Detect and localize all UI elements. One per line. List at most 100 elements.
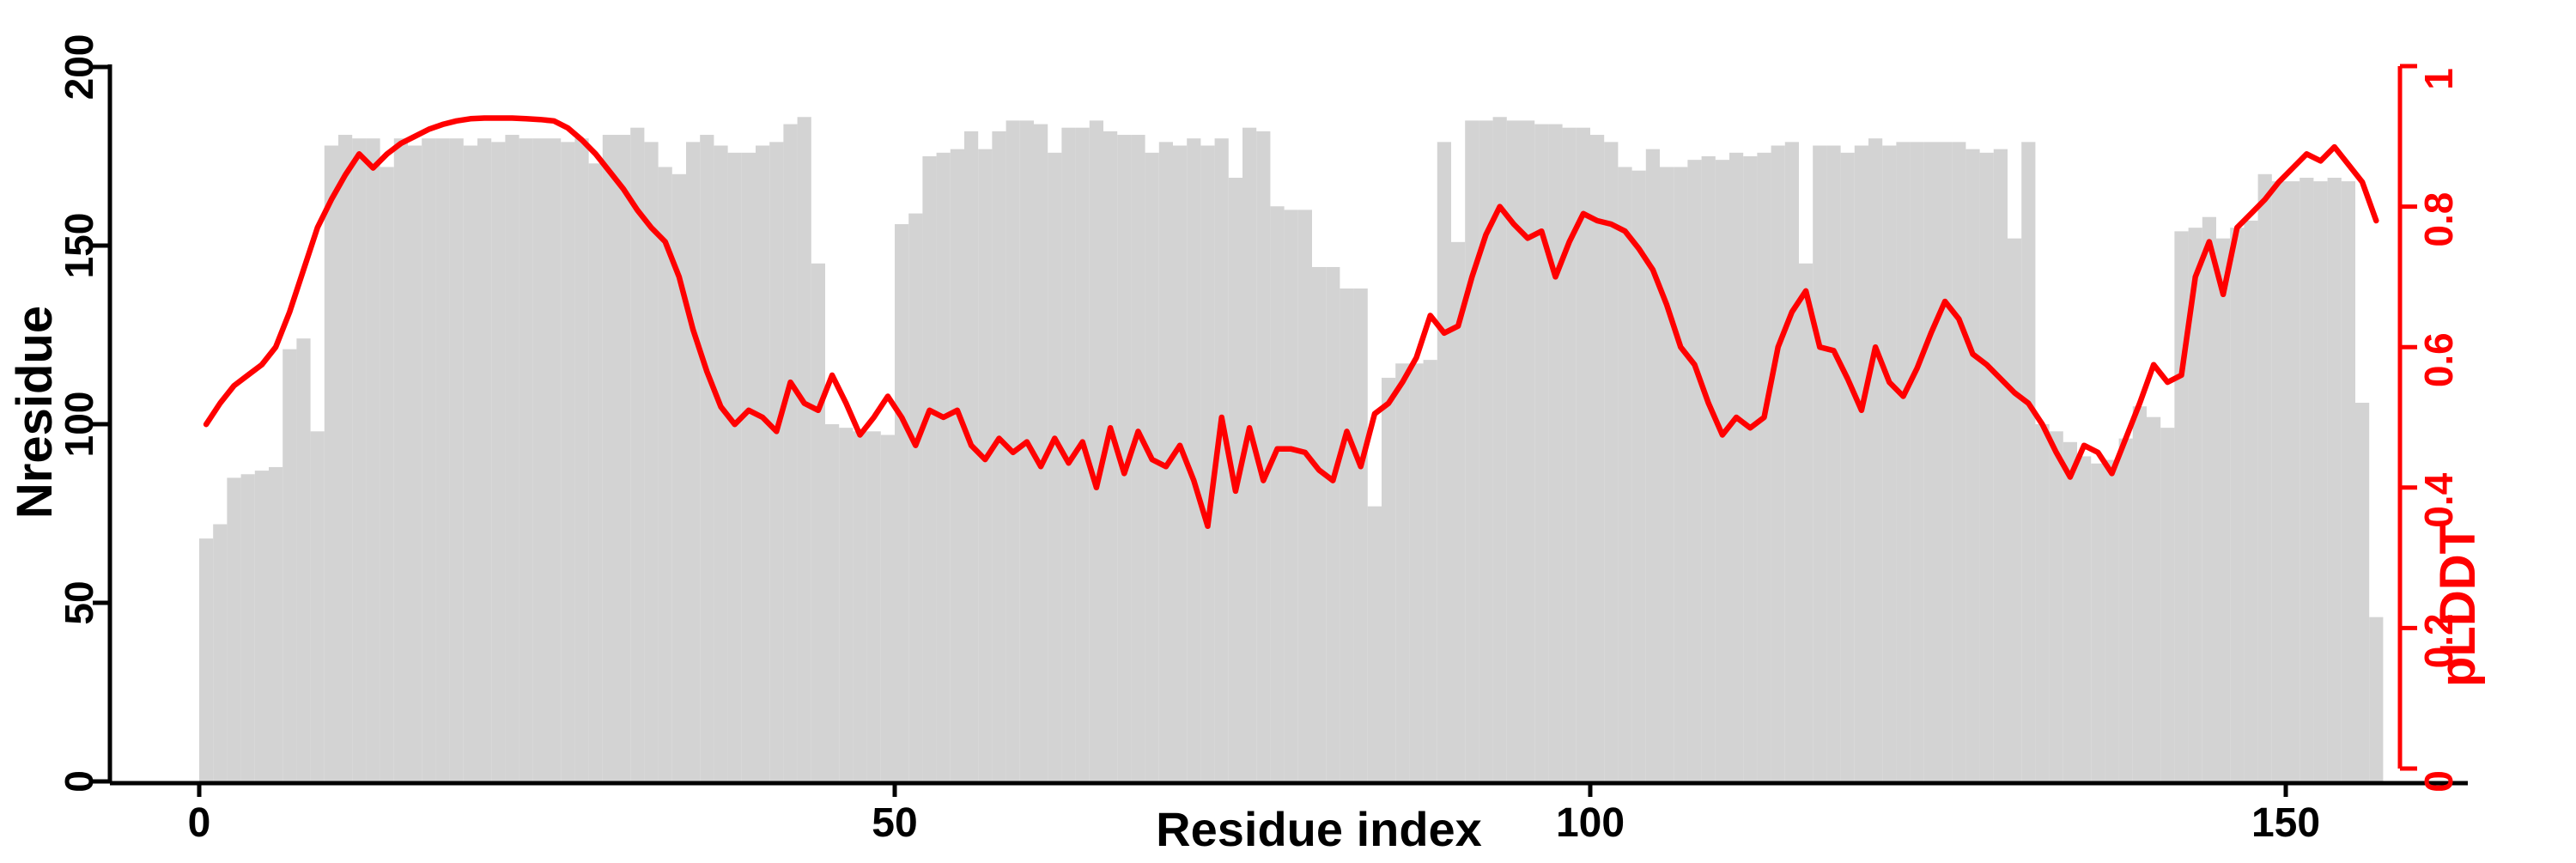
bar-residue-134 (2063, 441, 2077, 781)
bar-residue-121 (1882, 145, 1897, 781)
axes (93, 64, 2468, 797)
bar-residue-88 (1423, 360, 1437, 781)
bar-residue-146 (2230, 228, 2245, 781)
bar-residue-119 (1854, 145, 1868, 781)
bar-residue-111 (1743, 156, 1758, 781)
bar-residue-60 (1034, 124, 1048, 781)
nresidue-bars (199, 117, 2384, 782)
bar-residue-22 (505, 135, 519, 782)
bar-residue-47 (853, 431, 867, 781)
bar-residue-40 (756, 145, 770, 781)
bar-residue-83 (1353, 288, 1368, 781)
bar-residue-6 (283, 349, 297, 781)
bar-residue-25 (547, 138, 562, 781)
bar-residue-44 (811, 263, 825, 781)
bar-residue-7 (296, 338, 311, 781)
left-tick-label-50: 50 (57, 580, 101, 624)
bar-residue-33 (658, 167, 672, 782)
x-tick-label-150: 150 (2251, 800, 2320, 846)
bar-residue-84 (1367, 506, 1382, 781)
bar-residue-89 (1437, 142, 1451, 782)
left-axis-title: Nresidue (7, 306, 63, 519)
bar-residue-139 (2132, 406, 2147, 781)
bar-residue-23 (519, 138, 533, 781)
bar-residue-49 (880, 435, 895, 781)
bar-residue-107 (1687, 160, 1702, 781)
bar-residue-52 (922, 156, 937, 781)
bar-residue-48 (866, 431, 881, 781)
bar-residue-81 (1326, 266, 1340, 782)
bar-residue-67 (1131, 135, 1145, 782)
bar-residue-116 (1813, 145, 1827, 781)
bar-residue-120 (1868, 138, 1883, 781)
bar-residue-31 (630, 127, 645, 782)
bar-residue-10 (338, 135, 353, 782)
right-tick-label-0.4: 0.4 (2416, 472, 2461, 527)
bar-residue-108 (1701, 156, 1716, 781)
bar-residue-144 (2202, 216, 2216, 782)
bar-residue-54 (950, 149, 964, 781)
bar-residue-38 (727, 152, 742, 782)
bar-residue-11 (352, 138, 367, 781)
bar-residue-101 (1604, 142, 1619, 782)
bar-residue-66 (1117, 135, 1132, 782)
bar-residue-68 (1145, 152, 1159, 782)
bar-residue-87 (1409, 363, 1424, 781)
left-tick-label-150: 150 (57, 213, 101, 279)
bar-residue-37 (714, 145, 728, 781)
bar-residue-154 (2341, 181, 2355, 781)
bar-residue-98 (1562, 127, 1577, 782)
bar-residue-152 (2313, 181, 2328, 781)
bar-residue-148 (2257, 173, 2272, 782)
bar-residue-130 (2008, 238, 2022, 781)
x-axis-title: Residue index (1156, 802, 1482, 856)
bar-residue-113 (1771, 145, 1785, 781)
bar-residue-115 (1799, 263, 1814, 781)
bar-residue-90 (1451, 241, 1466, 782)
bar-residue-61 (1048, 152, 1062, 782)
bar-residue-80 (1312, 266, 1327, 782)
bar-residue-150 (2286, 181, 2300, 781)
bar-residue-41 (769, 142, 784, 782)
bar-residue-2 (227, 477, 241, 781)
left-tick-label-0: 0 (57, 770, 101, 793)
bar-residue-46 (839, 428, 854, 781)
bar-residue-78 (1284, 210, 1298, 781)
right-tick-label-1: 1 (2416, 68, 2461, 90)
tick-labels: 0 50 100 150 200 0 50 100 150 0 0.2 0.4 0.6 0.8 1 (57, 34, 2461, 846)
bar-residue-99 (1576, 127, 1590, 782)
bar-residue-16 (422, 138, 436, 781)
bar-residue-132 (2035, 424, 2050, 781)
bar-residue-104 (1645, 149, 1660, 781)
bar-residue-18 (449, 138, 464, 781)
bar-residue-100 (1590, 135, 1605, 782)
bar-residue-4 (254, 471, 269, 781)
bar-residue-110 (1729, 152, 1744, 782)
bar-residue-64 (1089, 120, 1103, 781)
bar-residue-36 (700, 135, 714, 782)
bar-residue-9 (324, 145, 338, 781)
bar-residue-91 (1465, 120, 1479, 781)
bar-residue-94 (1506, 120, 1521, 781)
bar-residue-128 (1979, 152, 1994, 782)
bar-residue-53 (936, 152, 951, 782)
left-tick-label-100: 100 (57, 392, 101, 458)
bar-residue-77 (1270, 206, 1285, 782)
bar-residue-76 (1256, 131, 1271, 781)
left-tick-label-200: 200 (57, 34, 101, 100)
bar-residue-17 (435, 138, 450, 781)
bar-residue-21 (491, 142, 506, 782)
bar-residue-105 (1660, 167, 1674, 782)
bar-residue-55 (964, 131, 979, 781)
x-tick-label-0: 0 (188, 800, 211, 846)
bar-residue-13 (380, 167, 394, 782)
bar-residue-24 (532, 138, 547, 781)
bar-residue-136 (2091, 463, 2105, 781)
right-tick-label-0.2: 0.2 (2416, 613, 2461, 668)
bar-residue-85 (1382, 377, 1396, 781)
bar-residue-140 (2147, 416, 2161, 781)
bar-residue-73 (1214, 138, 1229, 781)
bar-residue-92 (1479, 120, 1493, 781)
bar-residue-135 (2077, 456, 2092, 781)
